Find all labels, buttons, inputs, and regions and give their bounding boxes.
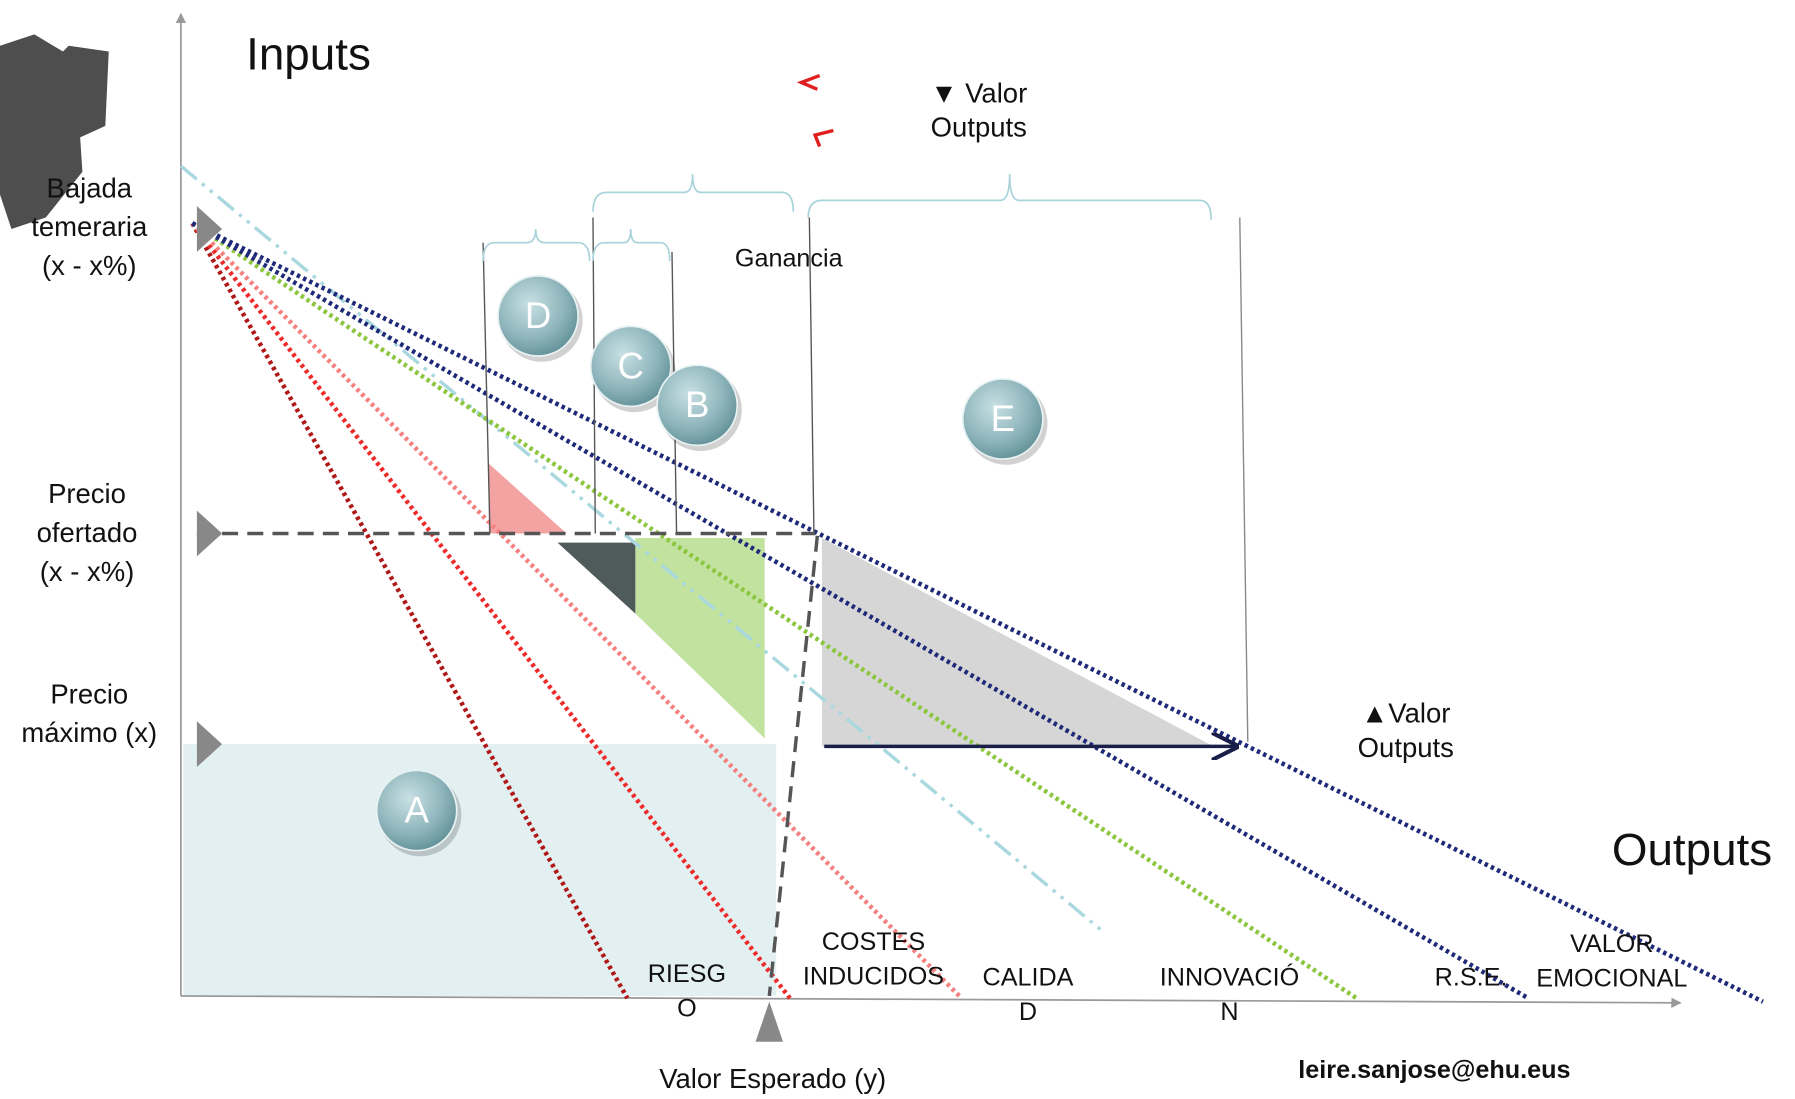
circle-letter: B: [685, 384, 709, 425]
left-label: (x - x%): [40, 556, 135, 587]
value-label: Outputs: [931, 112, 1027, 143]
brace: [807, 174, 1213, 220]
category-label: D: [1019, 998, 1037, 1026]
circles: D CB E A: [375, 275, 1048, 857]
category-label: O: [677, 994, 697, 1022]
brace: [482, 228, 591, 262]
category-label: EMOCIONAL: [1536, 965, 1687, 993]
circle: [656, 364, 739, 447]
expected-value-label: Valor Esperado (y): [659, 1063, 886, 1094]
x-axis: [180, 995, 1682, 1008]
red-mark: [796, 73, 821, 91]
circle: [497, 275, 579, 357]
expected-line: [767, 535, 820, 997]
category-label: INDUCIDOS: [803, 962, 944, 990]
value-label: Outputs: [1358, 732, 1454, 763]
gain-label: Ganancia: [735, 245, 843, 273]
circle: [375, 769, 458, 852]
red-mark: [812, 128, 834, 148]
value-label: ▼ Valor: [930, 77, 1027, 108]
left-label: temeraria: [31, 211, 148, 242]
labels: Inputs Outputs Bajada temeraria (x - x%) Prec…: [21, 28, 1772, 1094]
area-a: [183, 744, 777, 996]
brace: [592, 228, 671, 262]
v-line: [482, 242, 491, 534]
v-line: [808, 217, 815, 534]
left-label: Bajada: [47, 172, 133, 203]
y-axis-label: Inputs: [246, 28, 371, 79]
marker: [196, 510, 223, 557]
category-label: RIESG: [648, 960, 726, 988]
left-label: Precio: [48, 478, 126, 509]
left-label: máximo (x): [21, 717, 157, 748]
email: leire.sanjose@ehu.eus: [1298, 1056, 1570, 1084]
circle: [961, 378, 1044, 460]
dark-triangle: [557, 542, 636, 614]
marker: [196, 721, 223, 768]
marker: [196, 206, 223, 252]
circle-letter: D: [525, 295, 551, 336]
circle-letter: C: [618, 345, 644, 386]
category-label: COSTES: [822, 928, 926, 956]
category-label: R.S.E.: [1435, 963, 1508, 991]
red-marks: [796, 73, 834, 148]
category-label: N: [1220, 998, 1238, 1026]
braces: [482, 174, 1213, 262]
output-lines: [190, 221, 1764, 1004]
brace: [592, 174, 795, 212]
v-line: [1239, 217, 1249, 742]
left-label: (x - x%): [42, 250, 137, 281]
left-label: ofertado: [37, 517, 138, 548]
circle: [589, 325, 672, 408]
markers: [196, 206, 784, 1042]
value-label: ▲Valor: [1361, 698, 1450, 729]
circle-letter: A: [404, 789, 429, 830]
category-label: INNOVACIÓ: [1160, 962, 1299, 991]
logo: [0, 34, 109, 229]
left-label: Precio: [50, 678, 128, 709]
category-label: VALOR: [1570, 930, 1653, 958]
pink-triangle: [488, 463, 567, 534]
line-calidad: [190, 221, 964, 1000]
category-label: CALIDA: [983, 963, 1074, 991]
line-rse: [191, 221, 1530, 1001]
x-axis-label: Outputs: [1612, 824, 1772, 875]
circle-letter: E: [991, 398, 1015, 439]
line-costes: [190, 221, 792, 1000]
green-area: [635, 538, 765, 739]
gray-triangle: [821, 538, 1214, 747]
marker: [755, 1001, 784, 1042]
